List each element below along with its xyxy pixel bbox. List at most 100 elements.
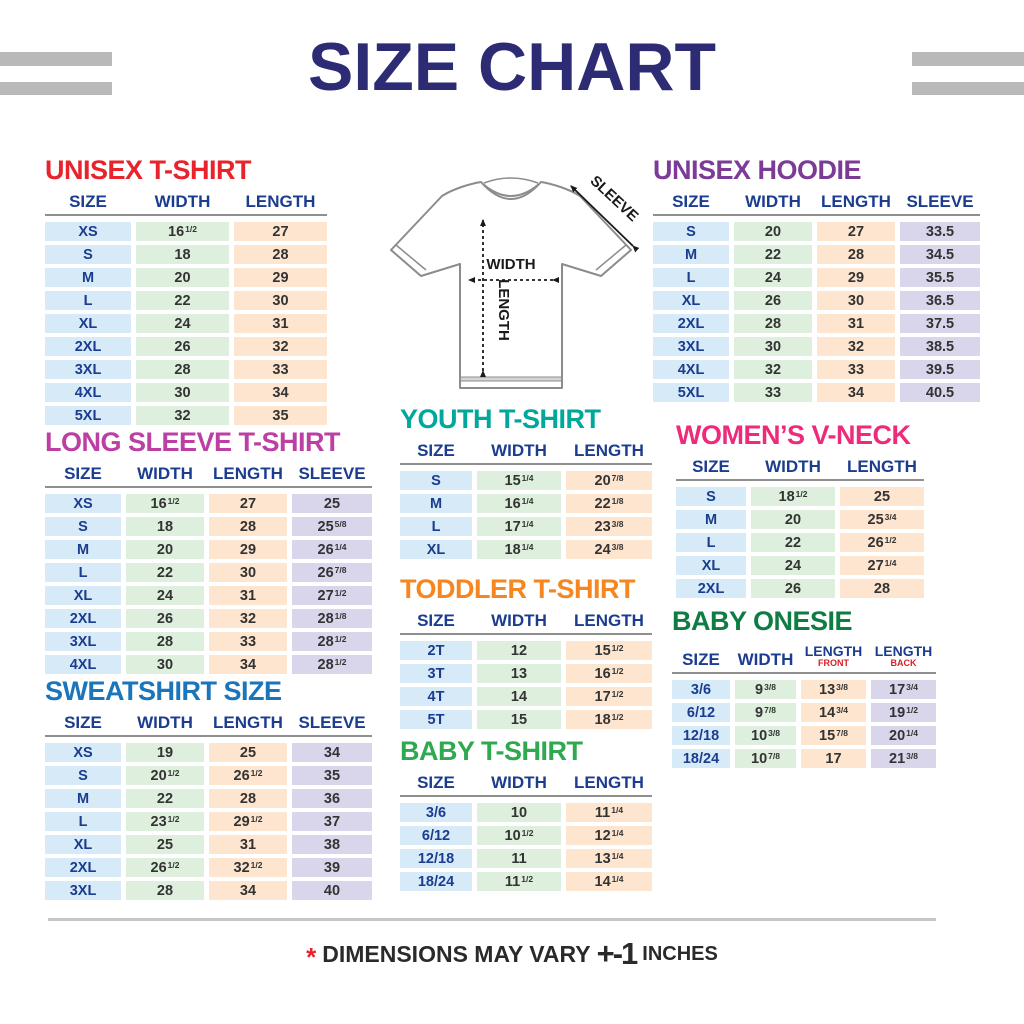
table-row: 6/12 10 1/2 12 1/4 xyxy=(400,826,652,845)
cell-length: 32 xyxy=(234,337,327,356)
cell-sleeve: 39 xyxy=(292,858,372,877)
cell-width: 10 7/8 xyxy=(735,749,796,768)
table-row: 3XL 30 32 38.5 xyxy=(653,337,980,356)
cell-width: 20 1/2 xyxy=(126,766,204,785)
column-header-width: WIDTH xyxy=(491,611,547,630)
table-row: M 20 29 xyxy=(45,268,327,287)
cell-width: 32 xyxy=(734,360,812,379)
table-row: 5XL 32 35 xyxy=(45,406,327,425)
table-header-row: SIZE WIDTH LENGTH xyxy=(400,774,652,797)
table-row: XL 24 31 27 1/2 xyxy=(45,586,372,605)
cell-length: 28 xyxy=(209,789,287,808)
cell-size: 6/12 xyxy=(400,826,472,845)
table-row: 18/24 10 7/8 17 21 3/8 xyxy=(672,749,936,768)
table-header-row: SIZE WIDTH LENGTH SLEEVE xyxy=(45,465,372,488)
table-toddler-tshirt: TODDLER T-SHIRT SIZE WIDTH LENGTH 2T 12 15 1/2 3… xyxy=(400,574,652,733)
cell-width: 30 xyxy=(126,655,204,674)
cell-size: 4T xyxy=(400,687,472,706)
cell-size: 18/24 xyxy=(400,872,472,891)
table-row: 4XL 30 34 xyxy=(45,383,327,402)
cell-size: M xyxy=(400,494,472,513)
cell-sleeve: 20 1/4 xyxy=(871,726,936,745)
table-row: S 15 1/4 20 7/8 xyxy=(400,471,652,490)
tshirt-measurement-diagram: WIDTH LENGTH SLEEVE xyxy=(383,158,642,403)
cell-sleeve: 25 xyxy=(292,494,372,513)
table-long-sleeve-tshirt: LONG SLEEVE T-SHIRT SIZE WIDTH LENGTH SLEEVE… xyxy=(45,427,372,678)
cell-length: 12 1/4 xyxy=(566,826,652,845)
cell-length: 31 xyxy=(209,835,287,854)
table-row: 2XL 26 1/2 32 1/2 39 xyxy=(45,858,372,877)
table-title: YOUTH T-SHIRT xyxy=(400,404,601,434)
cell-length: 28 xyxy=(234,245,327,264)
cell-sleeve: 34 xyxy=(292,743,372,762)
table-row: 12/18 11 13 1/4 xyxy=(400,849,652,868)
table-row: XS 16 1/2 27 25 xyxy=(45,494,372,513)
cell-size: S xyxy=(45,245,131,264)
cell-length: 33 xyxy=(234,360,327,379)
table-title: LONG SLEEVE T-SHIRT xyxy=(45,427,341,457)
cell-size: 4XL xyxy=(45,383,131,402)
cell-width: 26 xyxy=(751,579,835,598)
cell-width: 16 1/2 xyxy=(136,222,229,241)
table-youth-tshirt: YOUTH T-SHIRT SIZE WIDTH LENGTH S 15 1/4 20 7/8 M… xyxy=(400,404,652,563)
footer-divider xyxy=(48,918,936,921)
cell-length: 11 1/4 xyxy=(566,803,652,822)
cell-size: XS xyxy=(45,222,131,241)
cell-length: 34 xyxy=(817,383,895,402)
table-row: XL 26 30 36.5 xyxy=(653,291,980,310)
diagram-width-label: WIDTH xyxy=(486,256,535,273)
decor-stripe xyxy=(912,82,1024,95)
cell-size: 2XL xyxy=(676,579,746,598)
column-header-width: WIDTH xyxy=(154,192,211,211)
cell-size: XL xyxy=(653,291,729,310)
column-header-length: LENGTH xyxy=(213,713,283,732)
cell-length: 35 xyxy=(234,406,327,425)
page-title: SIZE CHART xyxy=(308,29,716,105)
cell-length: 25 xyxy=(840,487,924,506)
cell-size: M xyxy=(45,789,121,808)
cell-size: 18/24 xyxy=(672,749,730,768)
column-header-sleeve: SLEEVE xyxy=(298,713,366,732)
table-womens-vneck: WOMEN’S V-NECK SIZE WIDTH LENGTH S 18 1/2 25 M 20… xyxy=(676,420,924,602)
cell-sleeve: 35.5 xyxy=(900,268,980,287)
cell-sleeve: 27 1/2 xyxy=(292,586,372,605)
cell-length: 29 1/2 xyxy=(209,812,287,831)
cell-width: 19 xyxy=(126,743,204,762)
cell-width: 22 xyxy=(734,245,812,264)
cell-sleeve: 36.5 xyxy=(900,291,980,310)
cell-length: 25 3/4 xyxy=(840,510,924,529)
footer-asterisk: * xyxy=(306,941,317,972)
table-row: XL 24 27 1/4 xyxy=(676,556,924,575)
cell-length: 23 3/8 xyxy=(566,517,652,536)
cell-size: L xyxy=(45,563,121,582)
cell-sleeve: 25 5/8 xyxy=(292,517,372,536)
table-header-row: SIZE WIDTH LENGTH SLEEVE xyxy=(653,193,980,216)
cell-length: 22 1/8 xyxy=(566,494,652,513)
table-row: 2XL 28 31 37.5 xyxy=(653,314,980,333)
cell-length: 17 xyxy=(801,749,866,768)
table-row: 3XL 28 33 xyxy=(45,360,327,379)
column-header-width: WIDTH xyxy=(765,457,821,476)
table-title: BABY ONESIE xyxy=(672,606,853,636)
cell-width: 22 xyxy=(126,789,204,808)
cell-size: XS xyxy=(45,494,121,513)
table-row: 18/24 11 1/2 14 1/4 xyxy=(400,872,652,891)
table-row: S 18 28 xyxy=(45,245,327,264)
column-header-length-back: LENGTH BACK xyxy=(874,643,933,668)
table-title: BABY T-SHIRT xyxy=(400,736,583,766)
cell-size: S xyxy=(653,222,729,241)
cell-width: 20 xyxy=(751,510,835,529)
cell-size: XS xyxy=(45,743,121,762)
cell-sleeve: 33.5 xyxy=(900,222,980,241)
column-header-length: LENGTH xyxy=(213,464,283,483)
table-header-row: SIZE WIDTH LENGTH xyxy=(45,193,327,216)
cell-length: 14 3/4 xyxy=(801,703,866,722)
cell-width: 24 xyxy=(126,586,204,605)
cell-size: 12/18 xyxy=(400,849,472,868)
cell-size: S xyxy=(400,471,472,490)
cell-size: M xyxy=(676,510,746,529)
cell-width: 18 1/2 xyxy=(751,487,835,506)
table-row: L 22 26 1/2 xyxy=(676,533,924,552)
cell-size: 4XL xyxy=(45,655,121,674)
cell-width: 10 1/2 xyxy=(477,826,561,845)
